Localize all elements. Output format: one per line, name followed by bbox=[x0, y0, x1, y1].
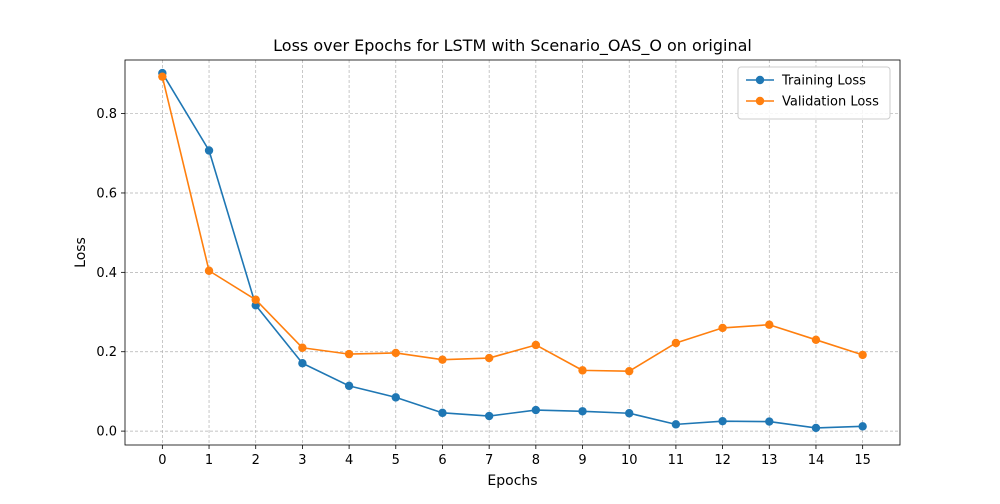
training-loss-point bbox=[765, 417, 774, 426]
validation-loss-point bbox=[438, 355, 447, 364]
y-axis-title: Loss bbox=[73, 237, 89, 268]
legend-label: Validation Loss bbox=[782, 95, 879, 110]
series-validation-loss bbox=[158, 72, 867, 376]
plot-frame bbox=[124, 59, 901, 446]
legend-swatch-marker bbox=[755, 75, 765, 85]
axis-ticks: 0 1 2 3 4 5 6 7 8 9 10 11 12 13 14 150.00.20.40.60.8 bbox=[96, 107, 871, 468]
grid bbox=[125, 60, 900, 445]
training-loss-point bbox=[531, 405, 541, 415]
validation-loss-point bbox=[391, 348, 400, 358]
training-loss-point bbox=[671, 420, 681, 429]
y-tick-label: 0.0 bbox=[96, 425, 117, 440]
training-loss-point bbox=[811, 423, 821, 433]
legend-items: Training Loss Validation Loss bbox=[746, 74, 879, 110]
validation-loss-point bbox=[578, 366, 587, 375]
training-loss-point bbox=[858, 422, 867, 431]
x-tick-label: 6 bbox=[438, 453, 446, 468]
training-loss-point bbox=[484, 411, 494, 421]
training-loss-point bbox=[625, 409, 634, 418]
x-tick-label: 7 bbox=[485, 453, 493, 468]
series-layer bbox=[158, 68, 867, 433]
legend-box bbox=[737, 66, 891, 120]
x-tick-label: 9 bbox=[578, 453, 586, 468]
y-tick-label: 0.4 bbox=[96, 266, 117, 281]
chart-title: Loss over Epochs for LSTM with Scenario_… bbox=[273, 36, 752, 56]
x-tick-label: 12 bbox=[714, 453, 731, 468]
training-loss-point bbox=[298, 359, 307, 368]
y-tick-label: 0.8 bbox=[96, 107, 117, 122]
x-tick-label: 1 bbox=[205, 453, 213, 468]
legend-item-validation-loss: Validation Loss bbox=[746, 95, 879, 110]
training-loss-point bbox=[204, 146, 214, 155]
validation-loss-point bbox=[671, 338, 681, 348]
legend-label: Training Loss bbox=[781, 74, 866, 89]
training-loss-point bbox=[578, 407, 587, 416]
x-tick-label: 0 bbox=[158, 453, 166, 468]
validation-loss-point bbox=[625, 366, 634, 376]
validation-loss-point bbox=[158, 72, 167, 81]
x-tick-label: 3 bbox=[298, 453, 306, 468]
training-loss-point bbox=[718, 416, 727, 426]
x-tick-label: 11 bbox=[668, 453, 685, 468]
series-training-loss bbox=[158, 68, 867, 433]
training-loss-point bbox=[438, 408, 447, 418]
legend: Training Loss Validation Loss bbox=[737, 66, 891, 120]
validation-loss-point bbox=[344, 349, 354, 359]
x-tick-label: 5 bbox=[392, 453, 400, 468]
validation-loss-point bbox=[531, 340, 541, 350]
x-axis-title: Epochs bbox=[487, 473, 537, 489]
training-loss-point bbox=[391, 393, 400, 402]
training-loss-line bbox=[161, 72, 863, 429]
training-loss-point bbox=[344, 381, 354, 391]
y-tick-label: 0.6 bbox=[96, 186, 117, 201]
validation-loss-point bbox=[204, 266, 214, 275]
legend-swatch-marker bbox=[755, 96, 765, 106]
x-tick-label: 13 bbox=[761, 453, 778, 468]
x-tick-label: 4 bbox=[345, 453, 353, 468]
y-tick-label: 0.2 bbox=[96, 345, 117, 360]
x-tick-label: 14 bbox=[808, 453, 825, 468]
validation-loss-line bbox=[161, 76, 863, 372]
x-tick-label: 15 bbox=[854, 453, 871, 468]
validation-loss-point bbox=[251, 295, 260, 304]
validation-loss-point bbox=[811, 335, 821, 345]
x-tick-label: 10 bbox=[621, 453, 638, 468]
validation-loss-point bbox=[765, 320, 774, 329]
validation-loss-point bbox=[718, 323, 727, 333]
legend-item-training-loss: Training Loss bbox=[746, 74, 866, 89]
validation-loss-point bbox=[484, 353, 494, 363]
x-tick-label: 8 bbox=[532, 453, 540, 468]
validation-loss-point bbox=[858, 350, 867, 360]
validation-loss-point bbox=[298, 343, 307, 352]
x-tick-label: 2 bbox=[252, 453, 260, 468]
